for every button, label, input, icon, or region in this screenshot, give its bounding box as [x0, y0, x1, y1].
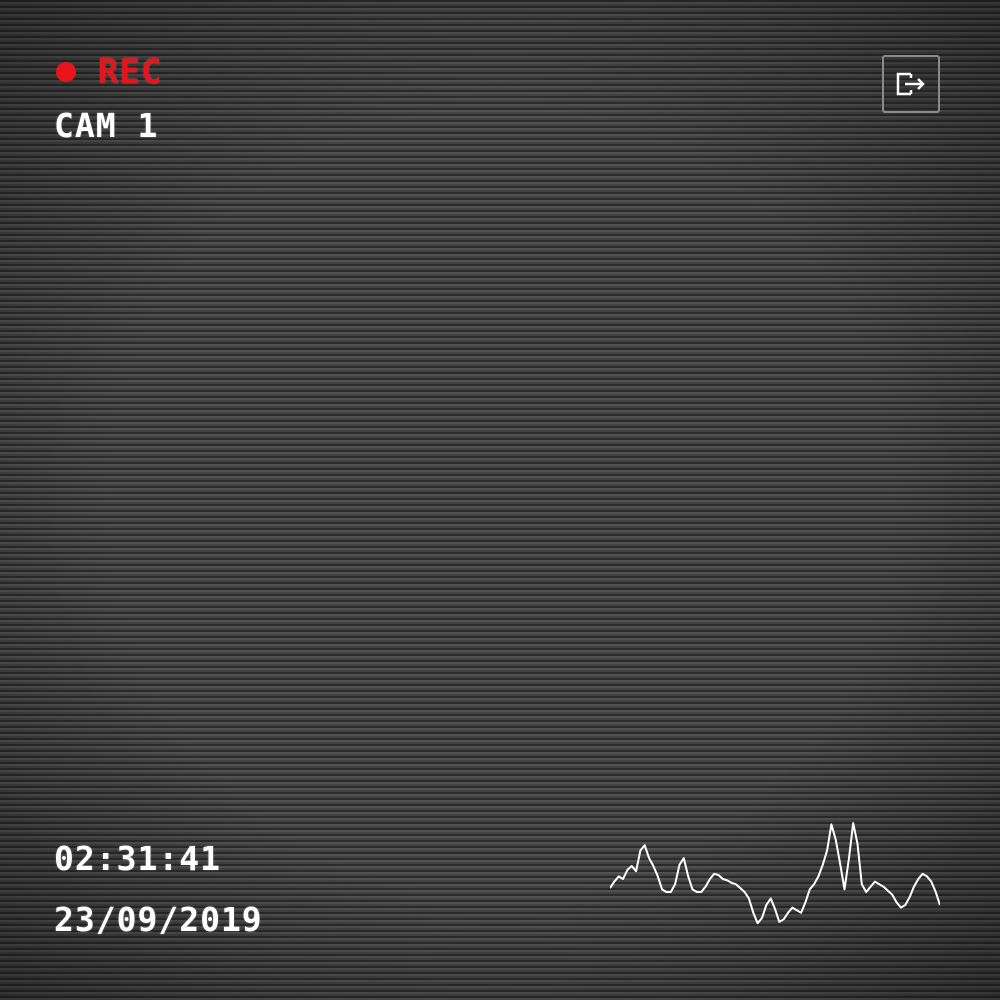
exit-icon	[896, 72, 925, 96]
recording-indicator: REC	[56, 52, 162, 92]
camera-label: CAM 1	[54, 106, 159, 145]
recording-label: REC	[98, 52, 163, 92]
time-display: 02:31:41	[54, 839, 221, 878]
date-display: 23/09/2019	[54, 900, 263, 939]
audio-waveform-line	[610, 822, 940, 925]
exit-button[interactable]	[882, 55, 940, 113]
audio-waveform	[610, 822, 940, 925]
record-dot-icon	[56, 62, 76, 82]
